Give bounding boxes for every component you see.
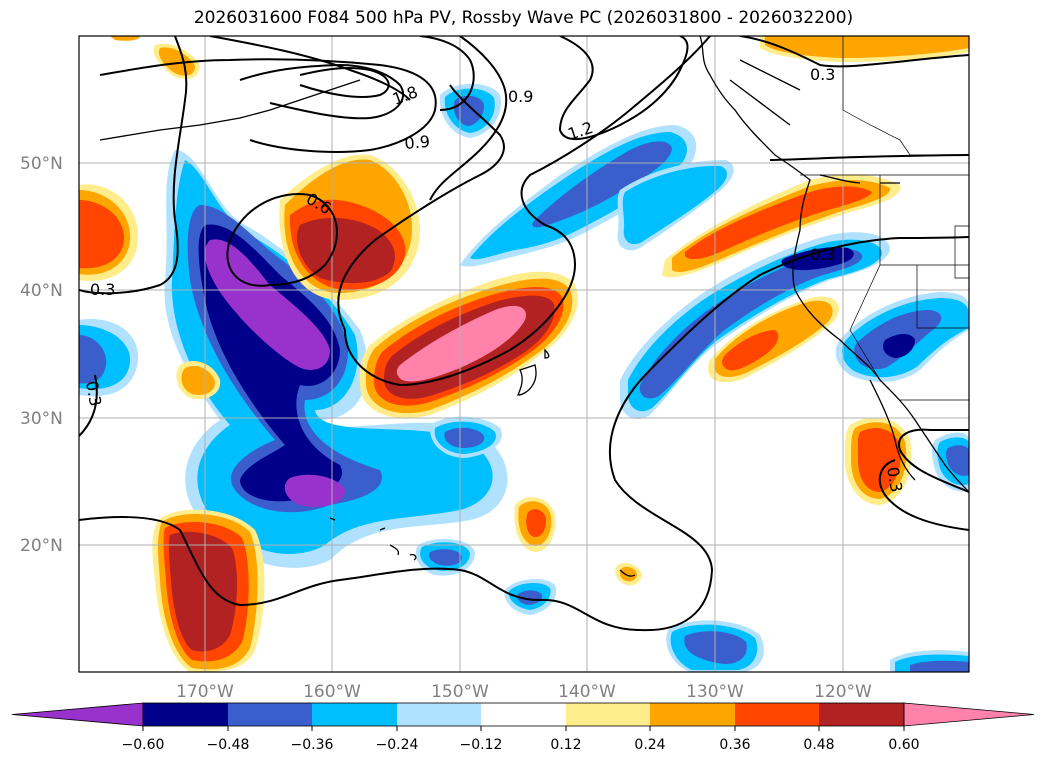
lon-label: 160°W — [303, 682, 361, 702]
colorbar-segment — [228, 703, 312, 726]
lon-label: 140°W — [558, 682, 616, 702]
colorbar-tick-label: −0.12 — [460, 737, 503, 753]
colorbar-segment — [650, 703, 735, 726]
colorbar-segment — [819, 703, 904, 726]
colorbar-tick-label: 0.48 — [803, 737, 834, 753]
contour-label: 0.9 — [508, 87, 533, 106]
lat-label: 50°N — [20, 154, 63, 174]
lat-label: 20°N — [20, 536, 63, 556]
contour-label: 0.3 — [810, 65, 835, 84]
colorbar-extend-min — [11, 702, 144, 727]
contour-label: 0.3 — [90, 280, 115, 299]
colorbar-tick-label: 0.24 — [634, 737, 665, 753]
colorbar-segment — [312, 703, 397, 726]
latitude-labels: 50°N 40°N 30°N 20°N — [20, 154, 63, 556]
colorbar-segment — [481, 703, 566, 726]
contour-label: 0.3 — [810, 245, 835, 264]
longitude-labels: 170°W 160°W 150°W 140°W 130°W 120°W — [176, 682, 872, 702]
colorbar-segment — [566, 703, 650, 726]
lon-label: 120°W — [814, 682, 872, 702]
lat-label: 30°N — [20, 409, 63, 429]
colorbar-segments — [11, 702, 1035, 727]
colorbar-segment — [735, 703, 819, 726]
lat-label: 40°N — [20, 281, 63, 301]
lon-label: 130°W — [686, 682, 744, 702]
colorbar-segment — [397, 703, 481, 726]
map-panel — [78, 35, 970, 673]
contour-label: 0.9 — [404, 132, 431, 153]
map-title: 2026031600 F084 500 hPa PV, Rossby Wave … — [193, 8, 854, 28]
colorbar-extend-max — [903, 702, 1035, 727]
map-frame — [78, 35, 970, 673]
political-borders — [800, 36, 969, 401]
colorbar-tick-label: −0.36 — [291, 737, 334, 753]
lon-label: 170°W — [176, 682, 234, 702]
colorbar-tick-label: 0.36 — [719, 737, 750, 753]
graticule — [79, 36, 969, 672]
colorbar: −0.60 −0.48 −0.36 −0.24 −0.12 0.12 0.24 … — [11, 702, 1035, 753]
colorbar-tick-label: −0.24 — [376, 737, 419, 753]
colorbar-frame — [142, 702, 905, 727]
lon-label: 150°W — [431, 682, 489, 702]
colorbar-tick-label: 0.60 — [888, 737, 919, 753]
colorbar-tick-label: −0.60 — [122, 737, 165, 753]
contour-label: 0.3 — [82, 379, 105, 407]
colorbar-tick-label: −0.48 — [207, 737, 250, 753]
pv-contours — [79, 36, 969, 632]
colorbar-tick-label: 0.12 — [550, 737, 581, 753]
colorbar-segment — [143, 703, 228, 726]
coastlines — [99, 36, 969, 577]
colorbar-ticks — [142, 726, 905, 731]
contour-label: 0.3 — [883, 465, 906, 493]
